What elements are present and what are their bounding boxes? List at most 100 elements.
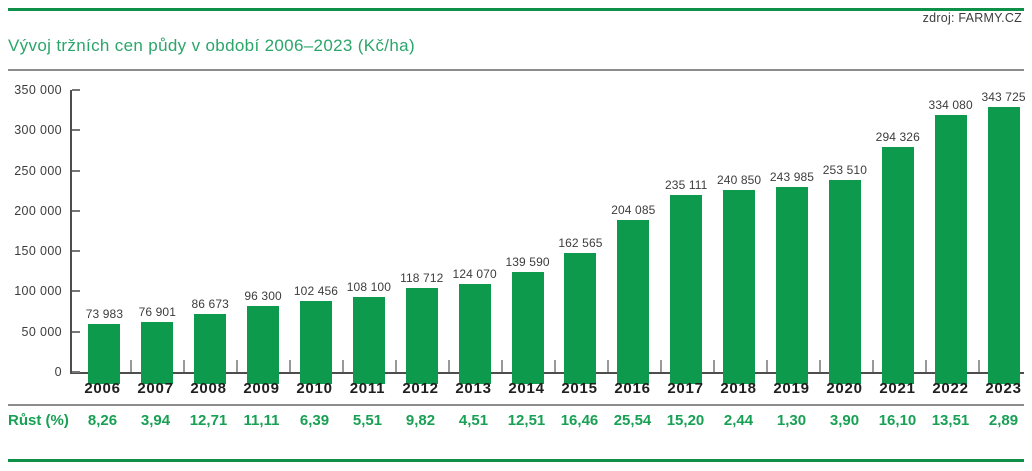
bar-2013 [458, 284, 491, 384]
bar-2006 [88, 324, 121, 384]
chart-title: Vývoj tržních cen půdy v období 2006–202… [8, 36, 415, 55]
growth-value-2015: 16,46 [560, 412, 599, 429]
bar-2007 [141, 322, 174, 384]
bar-2018 [723, 190, 756, 384]
bar-column-2012: 118 712 [395, 90, 448, 384]
growth-divider [8, 404, 1024, 406]
bar-column-2022: 334 080 [924, 90, 977, 384]
bar-value-label: 86 673 [191, 297, 229, 311]
bar-column-2010: 102 456 [290, 90, 343, 384]
year-label-2015: 2015 [561, 380, 598, 397]
bar-2016 [617, 220, 650, 384]
year-label-2023: 2023 [985, 380, 1022, 397]
bar-value-label: 118 712 [400, 271, 444, 285]
bar-2009 [247, 306, 280, 384]
bar-2008 [194, 314, 227, 384]
year-label-2014: 2014 [508, 380, 545, 397]
bar-column-2018: 240 850 [713, 90, 766, 384]
bar-column-2013: 124 070 [448, 90, 501, 384]
year-label-2011: 2011 [349, 380, 386, 397]
growth-value-2007: 3,94 [140, 412, 171, 429]
year-label-2018: 2018 [720, 380, 757, 397]
bar-value-label: 240 850 [716, 173, 762, 187]
growth-value-2006: 8,26 [87, 412, 118, 429]
title-divider [8, 69, 1024, 71]
y-tick-mark [72, 129, 80, 132]
bar-value-label: 343 725 [981, 90, 1026, 104]
bar-value-label: 204 085 [611, 203, 656, 217]
x-tick-mark [395, 360, 397, 372]
growth-value-2008: 12,71 [189, 412, 228, 429]
x-tick-mark [819, 360, 821, 372]
x-tick-mark [183, 360, 185, 372]
y-tick-mark [72, 250, 80, 253]
growth-value-2013: 4,51 [458, 412, 489, 429]
bar-value-label: 334 080 [928, 98, 973, 112]
growth-value-2016: 25,54 [613, 412, 652, 429]
growth-row-label: Růst (%) [8, 412, 69, 429]
growth-value-2019: 1,30 [776, 412, 807, 429]
x-tick-mark [872, 360, 874, 372]
bar-column-2014: 139 590 [501, 90, 554, 384]
year-label-2021: 2021 [879, 380, 916, 397]
y-tick-label: 200 000 [14, 203, 62, 218]
bar-2014 [511, 272, 544, 384]
bar-column-2011: 108 100 [342, 90, 395, 384]
bar-value-label: 108 100 [346, 280, 391, 294]
bar-column-2020: 253 510 [818, 90, 871, 384]
bar-column-2007: 76 901 [131, 90, 184, 384]
bar-column-2008: 86 673 [184, 90, 237, 384]
x-tick-mark [501, 360, 503, 372]
bar-column-2019: 243 985 [766, 90, 819, 384]
plot-area: 73 983 76 901 86 673 96 300 102 456 108 100 11… [70, 89, 1026, 384]
y-tick-label: 250 000 [14, 163, 62, 178]
growth-value-2021: 16,10 [878, 412, 917, 429]
x-tick-mark [236, 360, 238, 372]
growth-value-2022: 13,51 [931, 412, 970, 429]
bar-column-2016: 204 085 [607, 90, 660, 384]
bar-column-2009: 96 300 [237, 90, 290, 384]
year-label-2020: 2020 [826, 380, 863, 397]
year-label-2009: 2009 [243, 380, 280, 397]
year-label-2010: 2010 [296, 380, 333, 397]
x-tick-mark [130, 360, 132, 372]
y-tick-mark [72, 209, 80, 212]
bar-2022 [934, 115, 967, 384]
bar-2010 [299, 301, 332, 384]
x-tick-mark [978, 360, 980, 372]
year-label-2012: 2012 [402, 380, 439, 397]
growth-value-2020: 3,90 [829, 412, 860, 429]
year-label-2006: 2006 [84, 380, 121, 397]
bar-value-label: 102 456 [293, 284, 339, 298]
x-tick-mark [766, 360, 768, 372]
growth-value-2009: 11,11 [243, 412, 280, 429]
bar-2023 [987, 107, 1020, 384]
x-tick-mark [713, 360, 715, 372]
bar-value-label: 243 985 [769, 170, 815, 184]
growth-value-2010: 6,39 [299, 412, 330, 429]
source-label: zdroj: FARMY.CZ [922, 11, 1022, 25]
bar-2015 [564, 253, 597, 384]
y-tick-label: 300 000 [14, 123, 62, 138]
growth-value-2017: 15,20 [666, 412, 705, 429]
year-label-2008: 2008 [190, 380, 227, 397]
top-accent-line [8, 8, 1024, 11]
x-tick-mark [289, 360, 291, 372]
y-tick-mark [72, 330, 80, 333]
y-tick-label: 100 000 [14, 284, 62, 299]
bar-2012 [405, 288, 438, 384]
x-tick-mark [342, 360, 344, 372]
x-tick-mark [607, 360, 609, 372]
year-label-2013: 2013 [455, 380, 492, 397]
y-tick-label: 0 [54, 365, 62, 379]
bar-value-label: 235 111 [664, 178, 708, 192]
bar-value-label: 162 565 [558, 236, 603, 250]
year-label-2022: 2022 [932, 380, 969, 397]
bar-2017 [670, 195, 703, 384]
bar-2019 [775, 187, 808, 384]
x-tick-mark [554, 360, 556, 372]
year-label-2016: 2016 [614, 380, 651, 397]
y-tick-mark [72, 371, 80, 373]
y-axis-labels: 0 50 000 100 000 150 000 200 000 250 000 300 0… [0, 83, 62, 379]
growth-value-2014: 12,51 [507, 412, 546, 429]
